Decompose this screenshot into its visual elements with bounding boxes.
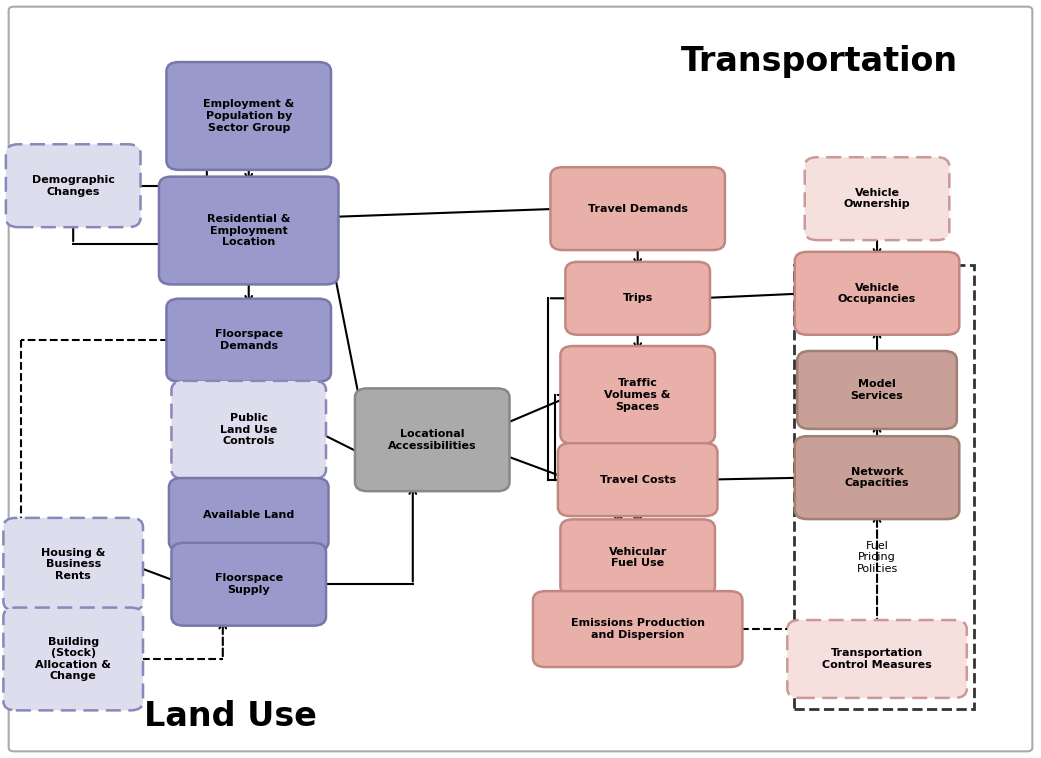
- FancyBboxPatch shape: [8, 7, 1033, 751]
- Text: Vehicle
Ownership: Vehicle Ownership: [844, 188, 911, 209]
- FancyBboxPatch shape: [159, 177, 338, 284]
- Text: Vehicular
Fuel Use: Vehicular Fuel Use: [609, 547, 667, 568]
- Text: Travel Demands: Travel Demands: [588, 204, 688, 214]
- FancyBboxPatch shape: [560, 346, 715, 444]
- FancyBboxPatch shape: [787, 620, 967, 698]
- FancyBboxPatch shape: [172, 381, 326, 479]
- Text: Building
(Stock)
Allocation &
Change: Building (Stock) Allocation & Change: [35, 637, 111, 681]
- Text: Demographic
Changes: Demographic Changes: [32, 175, 115, 196]
- FancyBboxPatch shape: [558, 443, 717, 516]
- FancyBboxPatch shape: [794, 436, 960, 519]
- FancyBboxPatch shape: [355, 388, 509, 491]
- Text: Network
Capacities: Network Capacities: [845, 467, 909, 488]
- Text: Vehicle
Occupancies: Vehicle Occupancies: [838, 283, 916, 304]
- Text: Model
Services: Model Services: [850, 379, 904, 401]
- Text: Public
Land Use
Controls: Public Land Use Controls: [220, 413, 277, 446]
- FancyBboxPatch shape: [797, 351, 957, 429]
- FancyBboxPatch shape: [551, 168, 725, 250]
- Text: Residential &
Employment
Location: Residential & Employment Location: [207, 214, 290, 247]
- Text: Fuel
Pricing
Policies: Fuel Pricing Policies: [857, 540, 897, 574]
- Text: Trips: Trips: [623, 293, 653, 303]
- FancyBboxPatch shape: [167, 62, 331, 170]
- FancyBboxPatch shape: [167, 299, 331, 381]
- Text: Travel Costs: Travel Costs: [600, 475, 676, 484]
- FancyBboxPatch shape: [533, 591, 742, 667]
- Text: Floorspace
Demands: Floorspace Demands: [214, 329, 283, 351]
- Bar: [794, 265, 973, 709]
- Text: Available Land: Available Land: [203, 509, 295, 519]
- Text: Employment &
Population by
Sector Group: Employment & Population by Sector Group: [203, 99, 295, 133]
- FancyBboxPatch shape: [6, 144, 141, 227]
- Text: Traffic
Volumes &
Spaces: Traffic Volumes & Spaces: [605, 378, 670, 412]
- FancyBboxPatch shape: [805, 157, 949, 240]
- FancyBboxPatch shape: [169, 478, 329, 551]
- FancyBboxPatch shape: [560, 519, 715, 595]
- Text: Transportation
Control Measures: Transportation Control Measures: [822, 648, 932, 670]
- FancyBboxPatch shape: [172, 543, 326, 625]
- Text: Land Use: Land Use: [145, 700, 318, 733]
- FancyBboxPatch shape: [3, 518, 143, 611]
- Text: Locational
Accessibilities: Locational Accessibilities: [388, 429, 477, 450]
- Text: Floorspace
Supply: Floorspace Supply: [214, 574, 283, 595]
- Text: Transportation: Transportation: [681, 45, 958, 77]
- Text: Emissions Production
and Dispersion: Emissions Production and Dispersion: [570, 619, 705, 640]
- FancyBboxPatch shape: [565, 262, 710, 335]
- FancyBboxPatch shape: [794, 252, 960, 335]
- Text: Housing &
Business
Rents: Housing & Business Rents: [41, 548, 105, 581]
- FancyBboxPatch shape: [3, 608, 143, 710]
